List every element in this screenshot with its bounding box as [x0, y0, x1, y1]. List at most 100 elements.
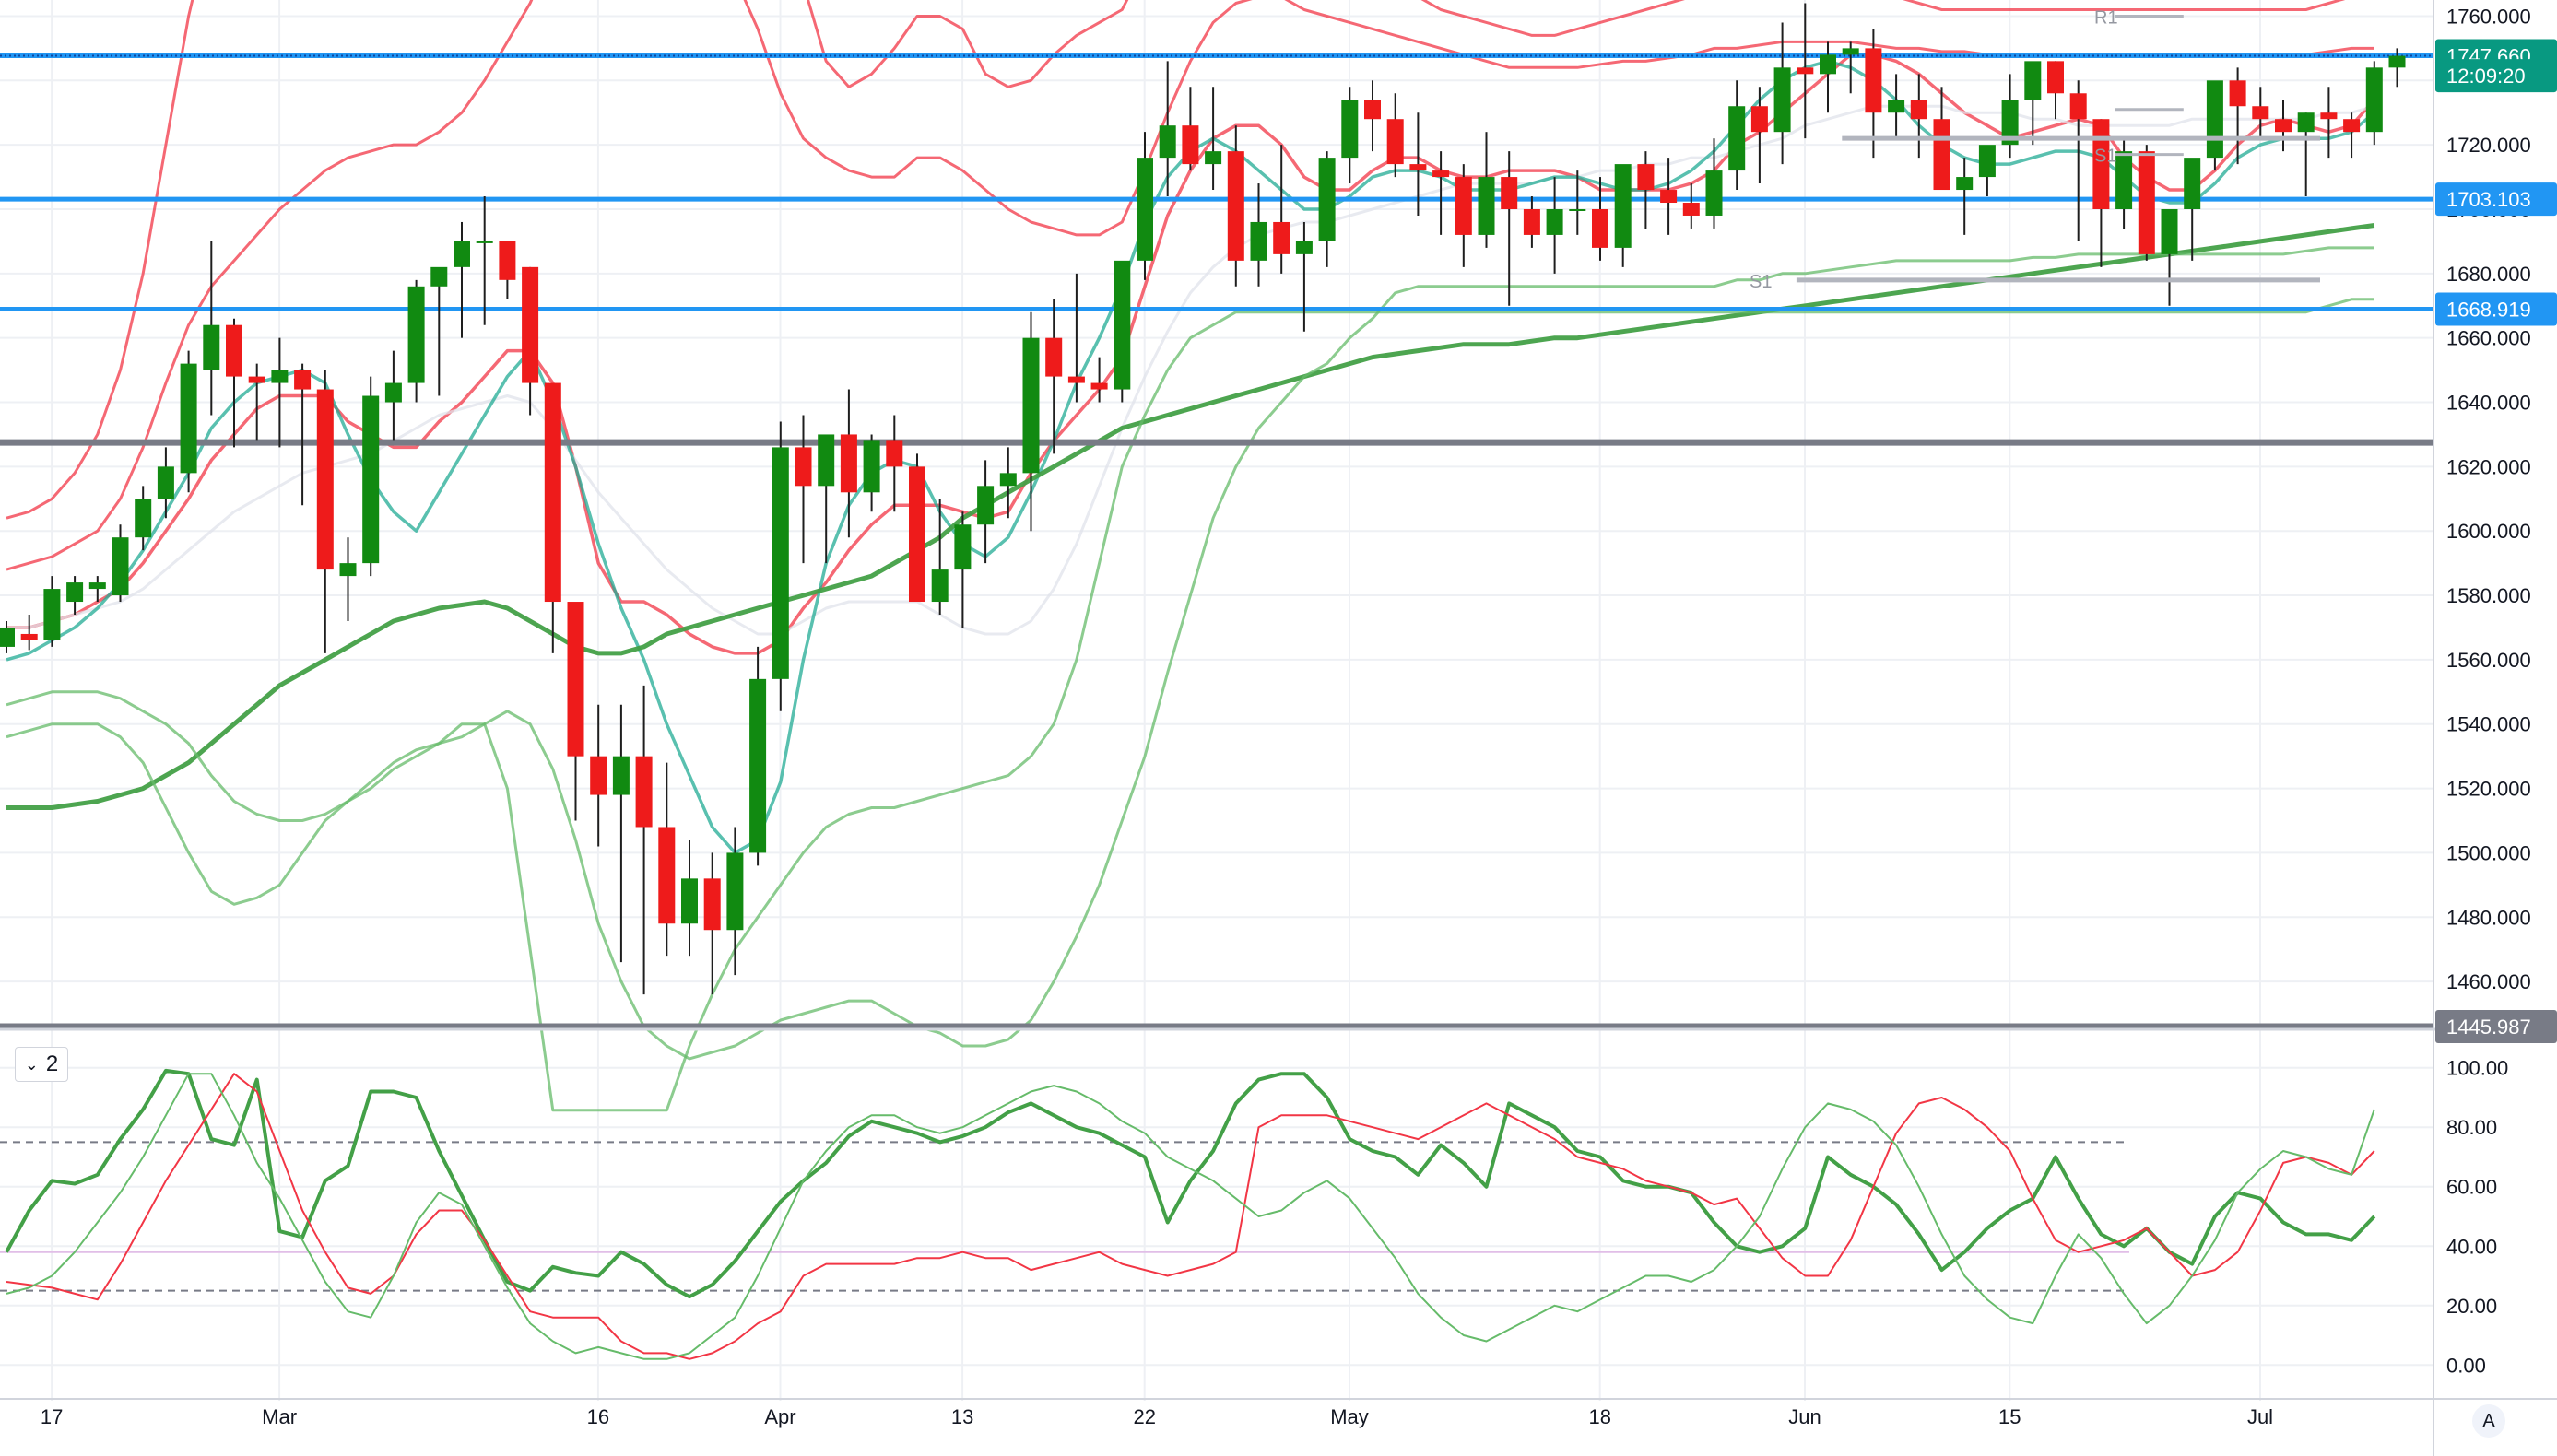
candle[interactable] — [612, 704, 630, 963]
time-axis[interactable]: 17 Mar 16 Apr 13 22 May 18 Jun 15 Jul — [41, 1405, 2273, 1428]
candle[interactable] — [1022, 311, 1040, 532]
candle[interactable] — [2024, 61, 2042, 146]
candle[interactable] — [2184, 158, 2201, 261]
candle[interactable] — [2275, 100, 2292, 152]
price-horizontal-lines[interactable] — [0, 53, 2433, 1030]
candle[interactable] — [567, 602, 584, 821]
candle[interactable] — [2229, 67, 2246, 165]
candle[interactable] — [157, 447, 174, 519]
candle[interactable] — [1227, 125, 1244, 287]
candle[interactable] — [66, 576, 84, 616]
oscillator-axis[interactable]: 100.00 80.00 60.00 40.00 20.00 0.00 — [2446, 1057, 2508, 1378]
candle[interactable] — [203, 241, 220, 416]
candle[interactable] — [1956, 158, 1974, 235]
candle[interactable] — [522, 266, 539, 416]
candle[interactable] — [886, 415, 903, 512]
candle[interactable] — [863, 434, 880, 512]
candle[interactable] — [1045, 299, 1063, 454]
candle[interactable] — [1090, 357, 1108, 403]
candle[interactable] — [954, 511, 972, 628]
candle[interactable] — [1159, 61, 1176, 197]
candle[interactable] — [1295, 221, 1313, 332]
pane-selector[interactable]: ⌄ 2 — [15, 1047, 68, 1082]
candle[interactable] — [1728, 80, 1746, 191]
candle[interactable] — [1592, 177, 1608, 261]
candle[interactable] — [818, 434, 835, 564]
candle[interactable] — [1637, 151, 1655, 229]
candle[interactable] — [476, 196, 493, 325]
candle[interactable] — [0, 620, 15, 653]
candle[interactable] — [681, 840, 698, 957]
candle[interactable] — [749, 646, 767, 866]
candle[interactable] — [1750, 87, 1768, 184]
candle[interactable] — [88, 576, 106, 603]
candle[interactable] — [2115, 138, 2133, 229]
candle[interactable] — [384, 350, 402, 441]
candle[interactable] — [1250, 183, 1267, 287]
candle[interactable] — [407, 279, 425, 403]
candle[interactable] — [112, 524, 129, 603]
candle[interactable] — [1137, 132, 1153, 280]
candle[interactable] — [1386, 93, 1404, 178]
candle[interactable] — [1842, 41, 1859, 94]
candle[interactable] — [2069, 80, 2087, 241]
candle[interactable] — [977, 460, 995, 564]
candle[interactable] — [999, 447, 1017, 519]
candle[interactable] — [703, 852, 721, 995]
candle[interactable] — [1705, 138, 1723, 229]
candle[interactable] — [772, 421, 789, 711]
candle[interactable] — [2001, 74, 2019, 159]
candle[interactable] — [1318, 151, 1336, 267]
candle[interactable] — [1569, 170, 1586, 235]
candle[interactable] — [931, 499, 949, 616]
candle[interactable] — [726, 827, 744, 976]
candle[interactable] — [795, 415, 812, 564]
chevron-down-icon[interactable]: ⌄ — [24, 1054, 39, 1074]
candle[interactable] — [226, 318, 242, 448]
candle[interactable] — [1682, 183, 1700, 229]
candle[interactable] — [635, 685, 653, 995]
candle[interactable] — [840, 389, 857, 538]
candle[interactable] — [1978, 145, 1996, 197]
candle[interactable] — [362, 376, 380, 577]
candle[interactable] — [294, 363, 312, 506]
candle[interactable] — [1910, 74, 1927, 159]
candlestick-series[interactable] — [0, 3, 2406, 995]
candle[interactable] — [658, 762, 676, 957]
candle[interactable] — [43, 576, 61, 647]
candle[interactable] — [1182, 87, 1199, 171]
candle[interactable] — [2365, 61, 2383, 146]
candle[interactable] — [2092, 119, 2110, 267]
candle[interactable] — [1660, 158, 1678, 235]
candle[interactable] — [1067, 273, 1085, 403]
candle[interactable] — [2161, 208, 2178, 306]
candle[interactable] — [2206, 80, 2223, 171]
candle[interactable] — [2388, 48, 2406, 88]
candle[interactable] — [1432, 151, 1450, 235]
candle[interactable] — [180, 350, 197, 493]
candle[interactable] — [1409, 112, 1427, 216]
candle[interactable] — [248, 363, 265, 441]
auto-scale-button[interactable]: A — [2472, 1404, 2505, 1438]
candle[interactable] — [544, 382, 561, 653]
price-axis[interactable]: 1760.0001740.0001720.0001700.0001680.000… — [2446, 5, 2531, 993]
candle[interactable] — [1114, 260, 1131, 403]
candle[interactable] — [2297, 112, 2315, 197]
candle[interactable] — [1773, 22, 1791, 165]
candle[interactable] — [1501, 151, 1518, 306]
candle[interactable] — [1364, 80, 1381, 152]
candle[interactable] — [2047, 61, 2064, 120]
candle[interactable] — [454, 221, 470, 338]
candle[interactable] — [1546, 177, 1563, 274]
candle[interactable] — [1341, 87, 1359, 184]
candle[interactable] — [2252, 87, 2269, 139]
candle[interactable] — [2320, 87, 2338, 159]
candle[interactable] — [1523, 196, 1540, 248]
candle[interactable] — [271, 337, 289, 448]
candle[interactable] — [590, 704, 607, 847]
candle[interactable] — [1273, 145, 1290, 274]
candle[interactable] — [909, 453, 925, 603]
candle[interactable] — [2343, 112, 2361, 159]
candle[interactable] — [1797, 3, 1814, 139]
candle[interactable] — [2138, 145, 2155, 261]
